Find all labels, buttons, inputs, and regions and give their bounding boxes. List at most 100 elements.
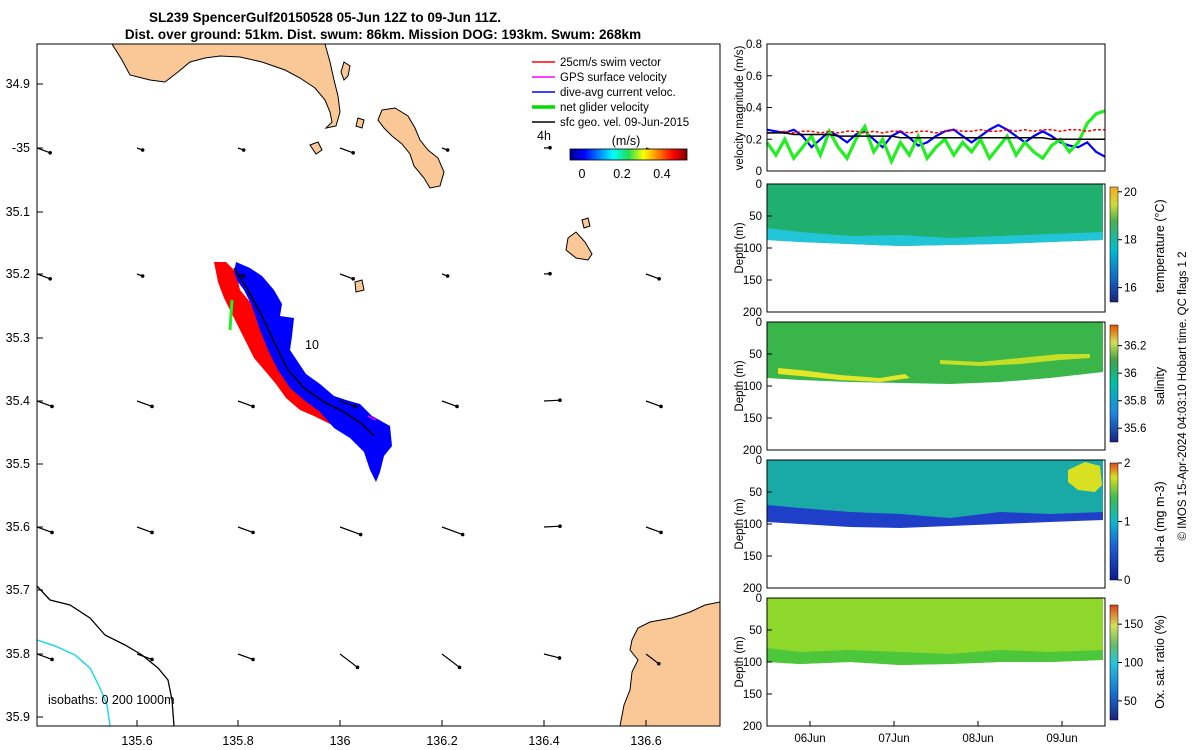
depth-tick: 150 — [743, 275, 762, 287]
title-line-2: Dist. over ground: 51km. Dist. swum: 86k… — [125, 27, 641, 42]
geo-arrow — [543, 525, 561, 528]
cbar-tick: 50 — [1124, 696, 1137, 708]
cbar-tick: 20 — [1124, 187, 1137, 199]
velocity-ylabel: velocity magnitude (m/s) — [734, 46, 746, 171]
legend-entry: dive-avg current veloc. — [560, 87, 676, 99]
colorbar-tick: 0.2 — [613, 167, 630, 181]
geo-arrow — [136, 526, 153, 534]
land-island-1 — [340, 61, 351, 81]
velocity-series-line — [767, 128, 1105, 134]
map-x-tick: 136.6 — [630, 734, 661, 748]
legend: 25cm/s swim vector GPS surface velocity di… — [532, 57, 689, 129]
map-x-axis: 135.6 135.8 136 136.2 136.4 136.6 — [121, 720, 662, 748]
geo-arrow — [237, 653, 254, 661]
velocity-series-line — [765, 109, 1106, 166]
velocity-y-tick: 0.4 — [746, 103, 763, 115]
geo-arrow — [237, 400, 254, 408]
depth-tick: 150 — [743, 413, 762, 425]
legend-entry: 25cm/s swim vector — [560, 57, 661, 69]
cbar-tick: 36 — [1124, 368, 1137, 380]
cbar-tick: 0 — [1124, 575, 1130, 587]
land-island-4 — [309, 141, 323, 155]
isobath-200m — [37, 639, 111, 726]
net-glider-velocity-arrow — [228, 299, 234, 331]
geo-arrow — [543, 399, 561, 402]
land-eyre-peninsula — [619, 601, 720, 726]
depth-tick: 0 — [756, 455, 762, 467]
geo-arrow — [37, 147, 51, 154]
oxygen-panel: 0 50 100 150 200 50 100 150 Depth (m) Ox. sat.… — [734, 593, 1167, 733]
credit-text: © IMOS 15-Apr-2024 04:03:10 Hobart time.… — [1177, 251, 1189, 540]
depth-tick: 0 — [756, 179, 762, 191]
colorbar-gradient — [569, 148, 688, 161]
oxygen-colorbar — [1109, 604, 1119, 721]
colorbar-ticks: 0 0.2 0.4 — [579, 167, 671, 181]
geo-velocity-arrows — [37, 145, 663, 670]
land-island-5 — [565, 231, 593, 261]
depth-tick: 100 — [743, 657, 762, 669]
cbar-tick: 35.8 — [1124, 396, 1146, 408]
cbar-tick: 36.2 — [1124, 341, 1146, 353]
legend-entry: net glider velocity — [560, 102, 649, 114]
geo-arrow — [339, 273, 354, 280]
temperature-panel: 0 50 100 150 200 16 18 20 Depth (m) temperatur… — [734, 179, 1167, 319]
velocity-y-axis: 0 0.2 0.4 0.6 0.8 — [746, 39, 772, 178]
land-island-3 — [355, 117, 365, 129]
velocity-y-tick: 0 — [756, 166, 762, 178]
depth-tick: 200 — [743, 307, 762, 319]
chlorophyll-panel: 0 50 100 150 200 0 1 2 Depth (m) chl-a (mg m-3… — [734, 455, 1167, 595]
land-island-2 — [377, 107, 445, 189]
chl-cbar-label: chl-a (mg m-3) — [1153, 481, 1167, 562]
velocity-series-line — [767, 132, 1105, 141]
geo-arrow — [441, 400, 458, 408]
time-x-axis: 06Jun 07Jun 08Jun 09Jun — [794, 721, 1078, 745]
temperature-cbar-label: temperature (°C) — [1153, 199, 1167, 292]
chl-y-axis: 0 50 100 150 200 — [743, 455, 772, 595]
geo-arrow — [543, 653, 560, 659]
cbar-tick: 100 — [1124, 658, 1143, 670]
geo-arrow — [339, 526, 361, 536]
map-y-tick: 35.9 — [6, 710, 30, 724]
geo-arrow — [645, 653, 660, 665]
depth-tick: 100 — [743, 519, 762, 531]
chl-colorbar-ticks: 0 1 2 — [1118, 458, 1130, 587]
cbar-tick: 2 — [1124, 458, 1130, 470]
cbar-tick: 1 — [1124, 517, 1130, 529]
velocity-panel: 0 0.2 0.4 0.6 0.8 velocity magnitude (m/s) — [734, 39, 1106, 178]
depth-tick: 50 — [749, 211, 762, 223]
geo-arrow — [441, 653, 460, 668]
oxygen-ylabel: Depth (m) — [734, 636, 746, 687]
geo-arrow — [645, 400, 662, 408]
velocity-series-line — [766, 123, 1106, 158]
time-tick: 07Jun — [878, 733, 909, 745]
depth-tick: 200 — [743, 445, 762, 457]
map-x-tick: 136 — [330, 734, 351, 748]
depth-tick: 200 — [743, 583, 762, 595]
map-panel: 10 4h isobaths: 0 200 1000m 135.6 135.8 13… — [6, 43, 721, 748]
map-y-tick: 35.7 — [6, 583, 30, 597]
current-veloc-swath — [234, 262, 392, 482]
salinity-colorbar — [1109, 324, 1119, 443]
geo-arrow — [339, 653, 358, 668]
geo-arrow — [339, 400, 356, 408]
oxygen-colorbar-ticks: 50 100 150 — [1118, 619, 1143, 708]
colorbar-tick: 0 — [579, 167, 586, 181]
temperature-ylabel: Depth (m) — [734, 222, 746, 273]
depth-tick: 100 — [743, 243, 762, 255]
cbar-tick: 16 — [1124, 283, 1137, 295]
time-tick: 09Jun — [1046, 733, 1077, 745]
geo-arrow — [441, 526, 463, 536]
temperature-colorbar-ticks: 16 18 20 — [1118, 187, 1137, 295]
temperature-section — [767, 184, 1103, 246]
map-y-tick: 35.5 — [6, 457, 30, 471]
depth-tick: 50 — [749, 625, 762, 637]
temperature-y-axis: 0 50 100 150 200 — [743, 179, 772, 319]
geo-arrow — [136, 400, 153, 408]
oxygen-lower — [767, 648, 1103, 665]
velocity-series — [765, 109, 1106, 166]
velocity-y-tick: 0.8 — [746, 39, 762, 51]
salinity-colorbar-ticks: 35.6 35.8 36 36.2 — [1118, 341, 1146, 435]
geo-arrow — [645, 526, 662, 534]
depth-tick: 0 — [756, 317, 762, 329]
